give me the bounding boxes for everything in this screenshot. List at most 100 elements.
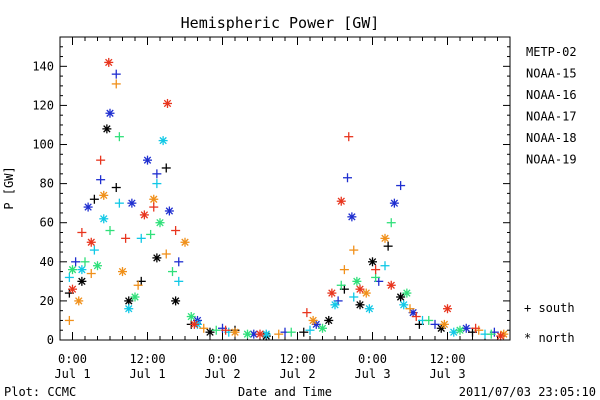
north-point bbox=[255, 329, 265, 339]
legend-entry: METP-02 bbox=[526, 45, 577, 59]
y-tick-label: 20 bbox=[40, 294, 54, 308]
north-point bbox=[152, 253, 162, 263]
north-point bbox=[439, 319, 449, 329]
south-point bbox=[349, 245, 359, 255]
south-point bbox=[86, 269, 96, 279]
north-point bbox=[99, 190, 109, 200]
south-point bbox=[80, 257, 90, 267]
north-point bbox=[336, 196, 346, 206]
y-tick-label: 100 bbox=[32, 138, 54, 152]
x-tick-date-label: Jul 1 bbox=[54, 367, 90, 381]
south-point bbox=[349, 292, 359, 302]
south-point bbox=[405, 304, 415, 314]
north-point bbox=[380, 233, 390, 243]
north-point bbox=[164, 206, 174, 216]
south-point bbox=[486, 329, 496, 339]
north-point bbox=[368, 257, 377, 267]
south-point bbox=[371, 272, 381, 282]
south-point bbox=[344, 132, 354, 142]
south-point bbox=[386, 218, 396, 228]
south-point bbox=[343, 173, 352, 183]
south-point bbox=[114, 198, 124, 208]
north-point bbox=[389, 198, 399, 208]
north-point bbox=[189, 319, 199, 329]
north-point bbox=[386, 280, 396, 290]
south-point bbox=[380, 261, 390, 271]
north-point bbox=[124, 304, 134, 314]
legend-entry: NOAA-15 bbox=[526, 67, 577, 81]
south-point bbox=[274, 329, 284, 339]
north-point bbox=[402, 288, 412, 298]
marker-legend-entry: * north bbox=[524, 331, 575, 345]
south-point bbox=[161, 163, 171, 173]
footer-timestamp: 2011/07/03 23:05:10 bbox=[459, 385, 596, 399]
north-point bbox=[158, 136, 168, 146]
south-point bbox=[396, 181, 406, 191]
north-point bbox=[396, 292, 406, 302]
south-point bbox=[199, 323, 209, 333]
south-point bbox=[305, 325, 315, 335]
north-point bbox=[318, 323, 327, 333]
south-point bbox=[121, 233, 131, 243]
north-point bbox=[230, 327, 240, 337]
north-point bbox=[324, 315, 334, 325]
south-point bbox=[71, 257, 81, 267]
south-point bbox=[339, 265, 349, 275]
x-tick-date-label: Jul 3 bbox=[429, 367, 465, 381]
north-point bbox=[102, 124, 112, 134]
north-point bbox=[461, 323, 471, 333]
south-point bbox=[299, 327, 309, 337]
chart-title: Hemispheric Power [GW] bbox=[181, 14, 380, 32]
north-point bbox=[105, 108, 115, 118]
north-point bbox=[355, 300, 365, 310]
south-point bbox=[111, 79, 121, 89]
north-point bbox=[74, 296, 84, 306]
x-tick-time-label: 0:00 bbox=[58, 352, 87, 366]
north-point bbox=[171, 296, 181, 306]
north-point bbox=[443, 304, 452, 314]
north-point bbox=[68, 284, 77, 294]
marker-legend-entry: + south bbox=[524, 301, 575, 315]
x-axis-label: Date and Time bbox=[238, 385, 332, 399]
south-point bbox=[111, 183, 121, 193]
north-point bbox=[364, 304, 374, 314]
north-point bbox=[352, 276, 362, 286]
north-point bbox=[449, 327, 459, 337]
y-axis-label: P [GW] bbox=[2, 166, 16, 209]
north-point bbox=[104, 57, 114, 67]
y-tick-label: 80 bbox=[40, 177, 54, 191]
y-tick-label: 0 bbox=[47, 333, 54, 347]
north-point bbox=[308, 315, 318, 325]
data-points bbox=[64, 57, 509, 341]
south-point bbox=[174, 276, 184, 286]
south-point bbox=[168, 267, 177, 277]
legend-entry: NOAA-16 bbox=[526, 88, 577, 102]
south-point bbox=[89, 245, 99, 255]
north-point bbox=[327, 288, 337, 298]
x-tick-time-label: 0:00 bbox=[358, 352, 387, 366]
south-point bbox=[424, 315, 434, 325]
y-tick-label: 60 bbox=[40, 216, 54, 230]
north-point bbox=[149, 194, 159, 204]
plot-frame bbox=[59, 36, 511, 341]
south-point bbox=[152, 169, 162, 179]
north-point bbox=[186, 312, 196, 322]
north-point bbox=[361, 288, 371, 298]
south-point bbox=[96, 155, 106, 165]
south-point bbox=[302, 308, 312, 318]
north-point bbox=[77, 265, 87, 275]
south-point bbox=[146, 229, 156, 239]
y-tick-label: 120 bbox=[32, 98, 54, 112]
x-tick-date-label: Jul 2 bbox=[279, 367, 315, 381]
north-point bbox=[347, 212, 357, 222]
south-point bbox=[152, 179, 162, 189]
series-legend: METP-02 NOAA-15 NOAA-16 NOAA-17 NOAA-18 NOAA-… bbox=[526, 45, 577, 167]
legend-entry: NOAA-17 bbox=[526, 110, 577, 124]
north-point bbox=[127, 198, 137, 208]
south-point bbox=[171, 226, 181, 236]
north-point bbox=[124, 296, 134, 306]
north-point bbox=[330, 300, 340, 310]
south-point bbox=[383, 241, 393, 251]
